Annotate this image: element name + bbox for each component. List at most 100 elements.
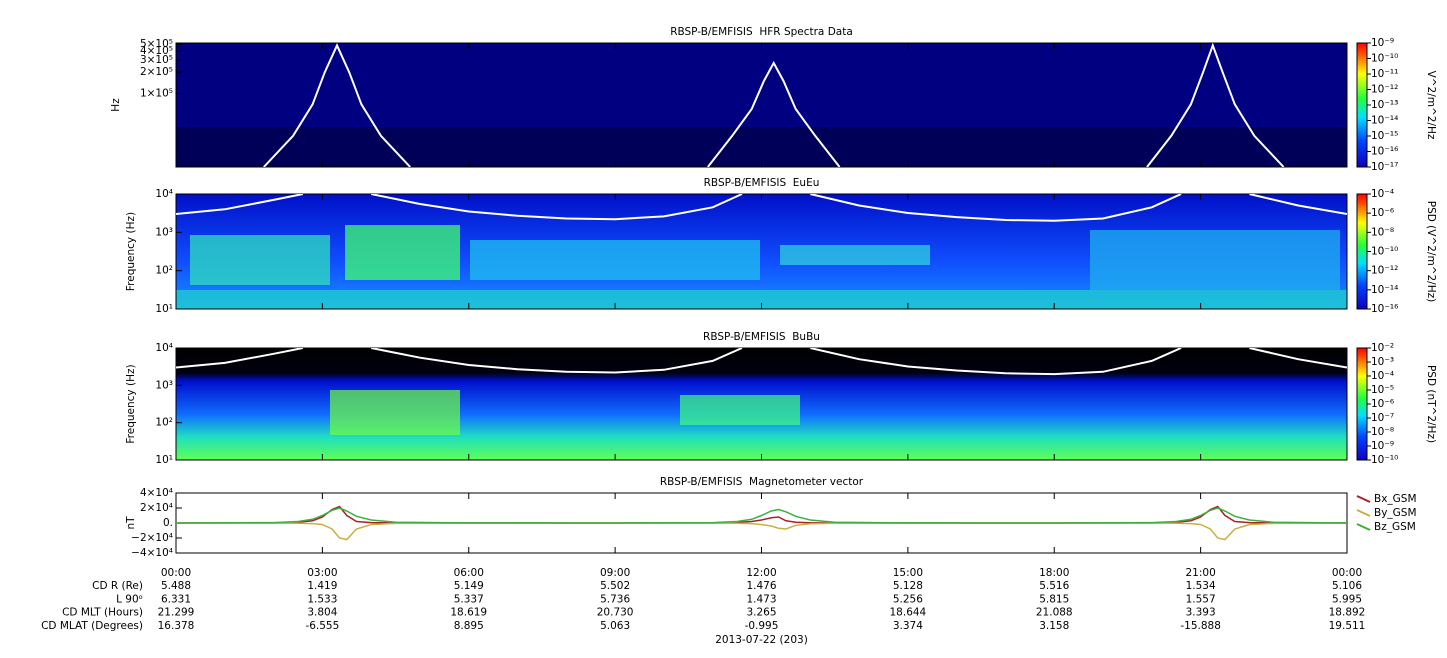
- colorbar-tick-label: 10⁻⁵: [1371, 384, 1394, 396]
- y-axis-label: nT: [125, 516, 137, 530]
- ephemeris-value: 1.533: [307, 593, 337, 605]
- colorbar-label: PSD (nT^2/Hz): [1425, 365, 1437, 443]
- ephemeris-value: 5.502: [600, 580, 630, 592]
- ephemeris-value: 18.619: [450, 607, 487, 619]
- colorbar: [1356, 347, 1368, 461]
- ephemeris-value: 1.473: [746, 593, 776, 605]
- ephemeris-value: 5.128: [893, 580, 923, 592]
- series-line: [175, 507, 1348, 524]
- colorbar-tick-label: 10⁻⁹: [1371, 37, 1394, 49]
- y-tick-label: 1×10⁵: [140, 87, 173, 99]
- y-tick-label: 2×10⁴: [140, 502, 173, 514]
- curve-group: [176, 194, 1347, 222]
- ephemeris-value: 19.511: [1329, 620, 1366, 632]
- legend-swatch: [1356, 509, 1371, 517]
- y-axis-label: Hz: [110, 98, 122, 112]
- panel-title: RBSP-B/EMFISIS BuBu: [703, 331, 820, 343]
- colorbar-tick-label: 10⁻³: [1371, 356, 1394, 368]
- colorbar-tick-label: 10⁻¹²: [1371, 84, 1398, 96]
- x-tick-label: 00:00: [1332, 567, 1362, 579]
- cyclotron-curve: [176, 194, 1347, 222]
- y-tick-label: 4×10⁴: [140, 487, 173, 499]
- x-tick-label: 21:00: [1185, 567, 1215, 579]
- ephemeris-value: 21.088: [1036, 607, 1073, 619]
- x-tick-label: 15:00: [893, 567, 923, 579]
- ephemeris-value: 3.393: [1186, 607, 1216, 619]
- legend-label: Bx_GSM: [1374, 493, 1417, 505]
- legend-swatch: [1356, 495, 1371, 503]
- ephemeris-value: 5.815: [1039, 593, 1069, 605]
- y-axis-label: Frequency (Hz): [125, 212, 137, 291]
- colorbar-tick-label: 10⁻²: [1371, 342, 1394, 354]
- colorbar-tick-label: 10⁻⁴: [1371, 188, 1394, 200]
- colorbar-tick-label: 10⁻¹⁰: [1371, 454, 1398, 466]
- y-axis-label: Frequency (Hz): [125, 364, 137, 443]
- ephemeris-value: 16.378: [158, 620, 195, 632]
- ephemeris-value: 5.337: [454, 593, 484, 605]
- y-tick-label: 10¹: [155, 454, 173, 466]
- ephemeris-value: 5.516: [1039, 580, 1069, 592]
- colorbar-tick-label: 10⁻¹⁶: [1371, 146, 1398, 158]
- y-tick-label: 10²: [155, 417, 173, 429]
- ephemeris-value: 5.063: [600, 620, 630, 632]
- ephemeris-value: -0.995: [745, 620, 779, 632]
- colorbar-tick-label: 10⁻¹⁶: [1371, 303, 1398, 315]
- colorbar-label: PSD (V^2/m^2/Hz): [1425, 201, 1437, 302]
- colorbar-tick-label: 10⁻¹¹: [1371, 68, 1398, 80]
- colorbar: [1356, 42, 1368, 168]
- colorbar-label: V^2/m^2/Hz: [1425, 71, 1437, 140]
- colorbar-tick-label: 10⁻¹³: [1371, 99, 1398, 111]
- y-tick-label: 10³: [155, 379, 173, 391]
- colorbar-tick-label: 10⁻¹⁴: [1371, 284, 1398, 296]
- ephemeris-value: 3.804: [307, 607, 337, 619]
- legend-label: Bz_GSM: [1374, 521, 1416, 533]
- ephemeris-value: 1.476: [746, 580, 776, 592]
- ephemeris-value: 8.895: [454, 620, 484, 632]
- ephemeris-label: CD MLAT (Degrees): [41, 620, 143, 632]
- ephemeris-value: 1.419: [307, 580, 337, 592]
- y-tick-label: 10²: [155, 265, 173, 277]
- ephemeris-value: 5.488: [161, 580, 191, 592]
- panel-title: RBSP-B/EMFISIS HFR Spectra Data: [670, 26, 853, 38]
- y-tick-label: 10⁴: [155, 188, 173, 200]
- x-tick-label: 18:00: [1039, 567, 1069, 579]
- ephemeris-value: 1.534: [1186, 580, 1216, 592]
- colorbar-tick-label: 10⁻⁶: [1371, 398, 1394, 410]
- ephemeris-value: 21.299: [158, 607, 195, 619]
- x-tick-label: 06:00: [454, 567, 484, 579]
- cyclotron-curve: [263, 43, 1285, 167]
- ephemeris-label: CD R (Re): [92, 580, 143, 592]
- series-line: [175, 522, 1348, 541]
- colorbar-tick-label: 10⁻⁸: [1371, 426, 1394, 438]
- panel-title: RBSP-B/EMFISIS Magnetometer vector: [660, 476, 864, 488]
- legend-swatch: [1356, 523, 1371, 531]
- colorbar-tick-label: 10⁻¹⁰: [1371, 246, 1398, 258]
- ephemeris-label: L 90ᵒ: [116, 593, 143, 605]
- colorbar-tick-label: 10⁻⁴: [1371, 370, 1394, 382]
- x-tick-label: 03:00: [307, 567, 337, 579]
- y-tick-label: 3×10⁵: [140, 54, 173, 66]
- y-tick-label: 10³: [155, 226, 173, 238]
- ephemeris-value: 18.892: [1329, 607, 1366, 619]
- ephemeris-value: -6.555: [305, 620, 339, 632]
- y-tick-label: 4×10⁵: [140, 45, 173, 57]
- ephemeris-value: 3.158: [1039, 620, 1069, 632]
- ephemeris-value: 5.106: [1332, 580, 1362, 592]
- cyclotron-curve: [176, 348, 1347, 376]
- x-tick-label: 12:00: [746, 567, 776, 579]
- y-tick-label: 2×10⁵: [140, 66, 173, 78]
- ephemeris-value: 20.730: [597, 607, 634, 619]
- y-tick-label: 10¹: [155, 303, 173, 315]
- colorbar-tick-label: 10⁻¹⁵: [1371, 130, 1398, 142]
- ephemeris-value: 5.256: [893, 593, 923, 605]
- series-line: [175, 505, 1348, 524]
- colorbar-tick-label: 10⁻¹⁷: [1371, 161, 1398, 173]
- colorbar-tick-label: 10⁻¹⁰: [1371, 53, 1398, 65]
- colorbar-tick-label: 10⁻⁹: [1371, 440, 1394, 452]
- ephemeris-value: 1.557: [1186, 593, 1216, 605]
- colorbar-tick-label: 10⁻¹²: [1371, 265, 1398, 277]
- ephemeris-value: 3.265: [746, 607, 776, 619]
- spectrogram-texture: [330, 390, 800, 435]
- y-tick-label: 10⁴: [155, 342, 173, 354]
